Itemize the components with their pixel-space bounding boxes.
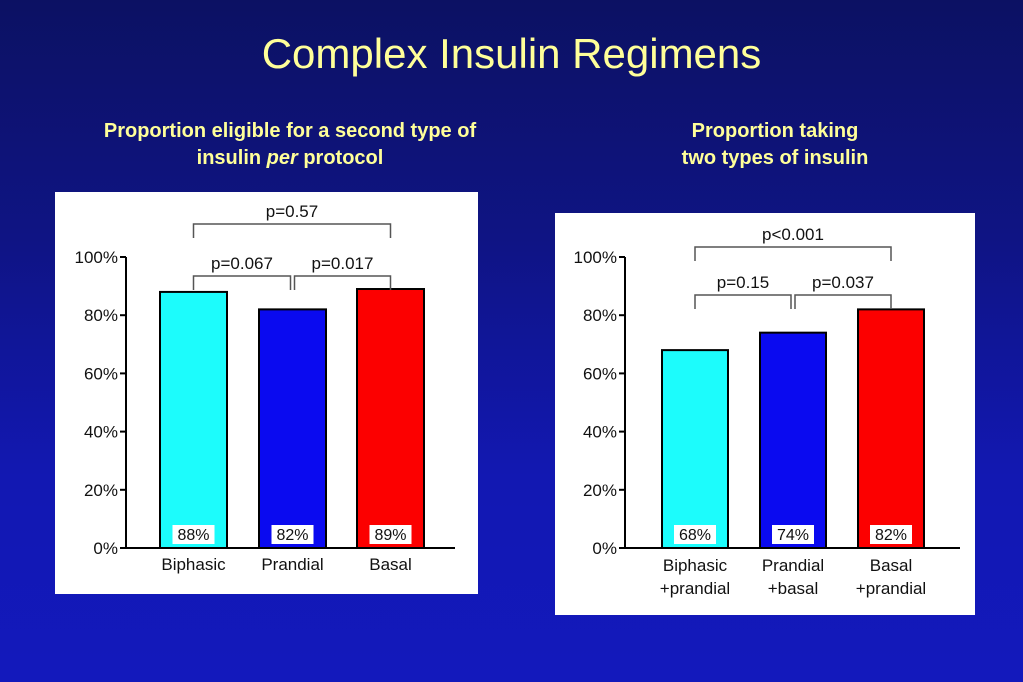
slide-title: Complex Insulin Regimens	[261, 30, 762, 77]
y-tick-label: 60%	[84, 364, 118, 383]
left-chart-subtitle: Proportion eligible for a second type of…	[40, 118, 540, 172]
right-subtitle-line2: two types of insulin	[681, 147, 869, 169]
value-label-box	[870, 525, 912, 544]
value-label-box	[369, 525, 412, 544]
significance-bracket	[694, 294, 792, 309]
p-value-label: p=0.57	[266, 202, 318, 221]
category-label: Basal	[369, 555, 412, 574]
value-label: 89%	[374, 527, 406, 544]
p-value-label: p=0.067	[211, 254, 273, 273]
significance-bracket	[293, 275, 392, 290]
bar	[759, 331, 827, 549]
y-tick-label: 0%	[93, 539, 118, 558]
y-tick-label: 20%	[583, 481, 617, 500]
left-subtitle-line1: Proportion eligible for a second type of	[103, 120, 477, 142]
y-tick-label: 20%	[84, 481, 118, 500]
category-label: Prandial	[261, 555, 323, 574]
significance-bracket	[694, 246, 892, 261]
bar	[661, 349, 729, 549]
category-label: Biphasic	[161, 555, 226, 574]
category-label: +prandial	[660, 579, 730, 598]
bar	[857, 308, 925, 549]
significance-bracket	[192, 223, 392, 238]
value-label: 88%	[177, 527, 209, 544]
left-subtitle-line2-pre: insulin	[196, 147, 267, 169]
left-bar-chart: 0% 20% 40% 60% 80% 100% 88% Biphasic 82% Prandial…	[75, 202, 455, 574]
bar	[159, 290, 228, 549]
value-label-box	[772, 525, 814, 544]
category-label: +basal	[768, 579, 819, 598]
value-label-box	[674, 525, 716, 544]
left-chart-panel: 0% 20% 40% 60% 80% 100% 88% Biphasic 82% Prandial…	[55, 192, 478, 594]
value-label-box	[172, 525, 215, 544]
left-subtitle-line2-italic: per	[266, 147, 298, 169]
left-subtitle-line2-post: protocol	[297, 147, 384, 169]
p-value-label: p<0.001	[762, 225, 824, 244]
p-value-label: p=0.037	[812, 273, 874, 292]
value-label: 74%	[777, 527, 809, 544]
value-label-box	[271, 525, 314, 544]
right-bar-chart: 0% 20% 40% 60% 80% 100% 68% Biphasic +prandial 74…	[574, 225, 960, 598]
value-label: 68%	[679, 527, 711, 544]
significance-bracket	[794, 294, 892, 309]
y-tick-label: 40%	[84, 423, 118, 442]
y-tick-label: 100%	[75, 248, 118, 267]
left-subtitle-line2: insulin per protocol	[40, 145, 540, 172]
right-subtitle-line1: Proportion taking	[691, 120, 859, 142]
y-tick-label: 80%	[84, 306, 118, 325]
value-label: 82%	[276, 527, 308, 544]
category-label: Prandial	[762, 556, 824, 575]
y-tick-label: 0%	[592, 539, 617, 558]
right-chart-subtitle: Proportion taking two types of insulin	[575, 118, 975, 172]
p-value-label: p=0.017	[312, 254, 374, 273]
value-label: 82%	[875, 527, 907, 544]
y-tick-label: 60%	[583, 364, 617, 383]
y-tick-label: 40%	[583, 423, 617, 442]
bar	[356, 288, 425, 549]
bar	[258, 308, 327, 549]
category-label: Biphasic	[663, 556, 728, 575]
category-label: +prandial	[856, 579, 926, 598]
p-value-label: p=0.15	[717, 273, 769, 292]
significance-bracket	[192, 275, 292, 290]
right-chart-panel: 0% 20% 40% 60% 80% 100% 68% Biphasic +prandial 74…	[555, 213, 975, 615]
category-label: Basal	[870, 556, 913, 575]
y-tick-label: 100%	[574, 248, 617, 267]
y-tick-label: 80%	[583, 306, 617, 325]
